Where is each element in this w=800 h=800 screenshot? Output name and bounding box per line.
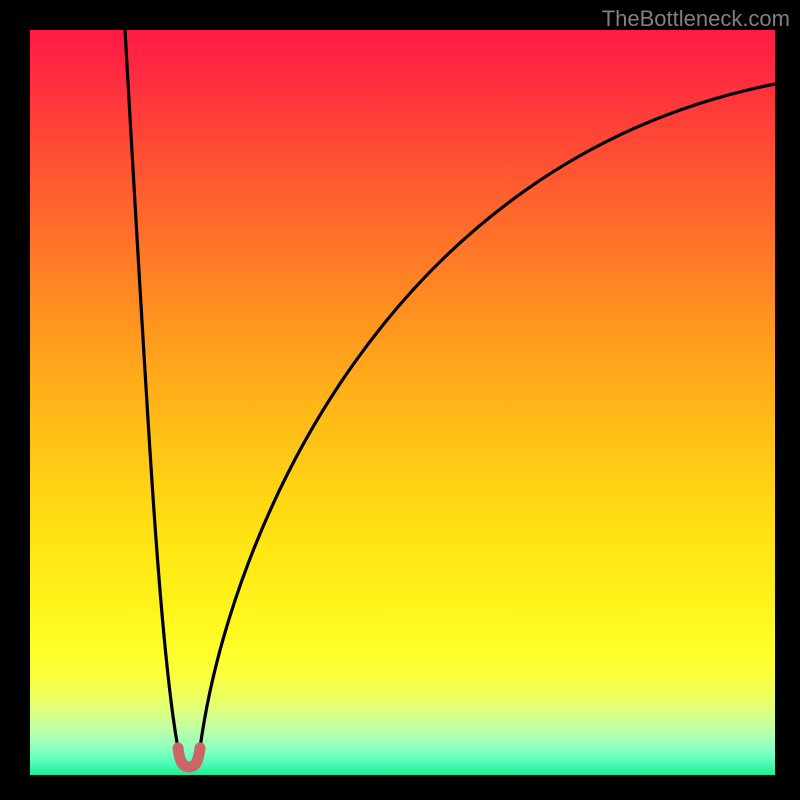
chart-frame: TheBottleneck.com — [0, 0, 800, 800]
gradient-background — [30, 30, 775, 775]
plot-area — [30, 30, 775, 775]
curve-layer — [30, 30, 775, 775]
watermark: TheBottleneck.com — [602, 6, 790, 32]
